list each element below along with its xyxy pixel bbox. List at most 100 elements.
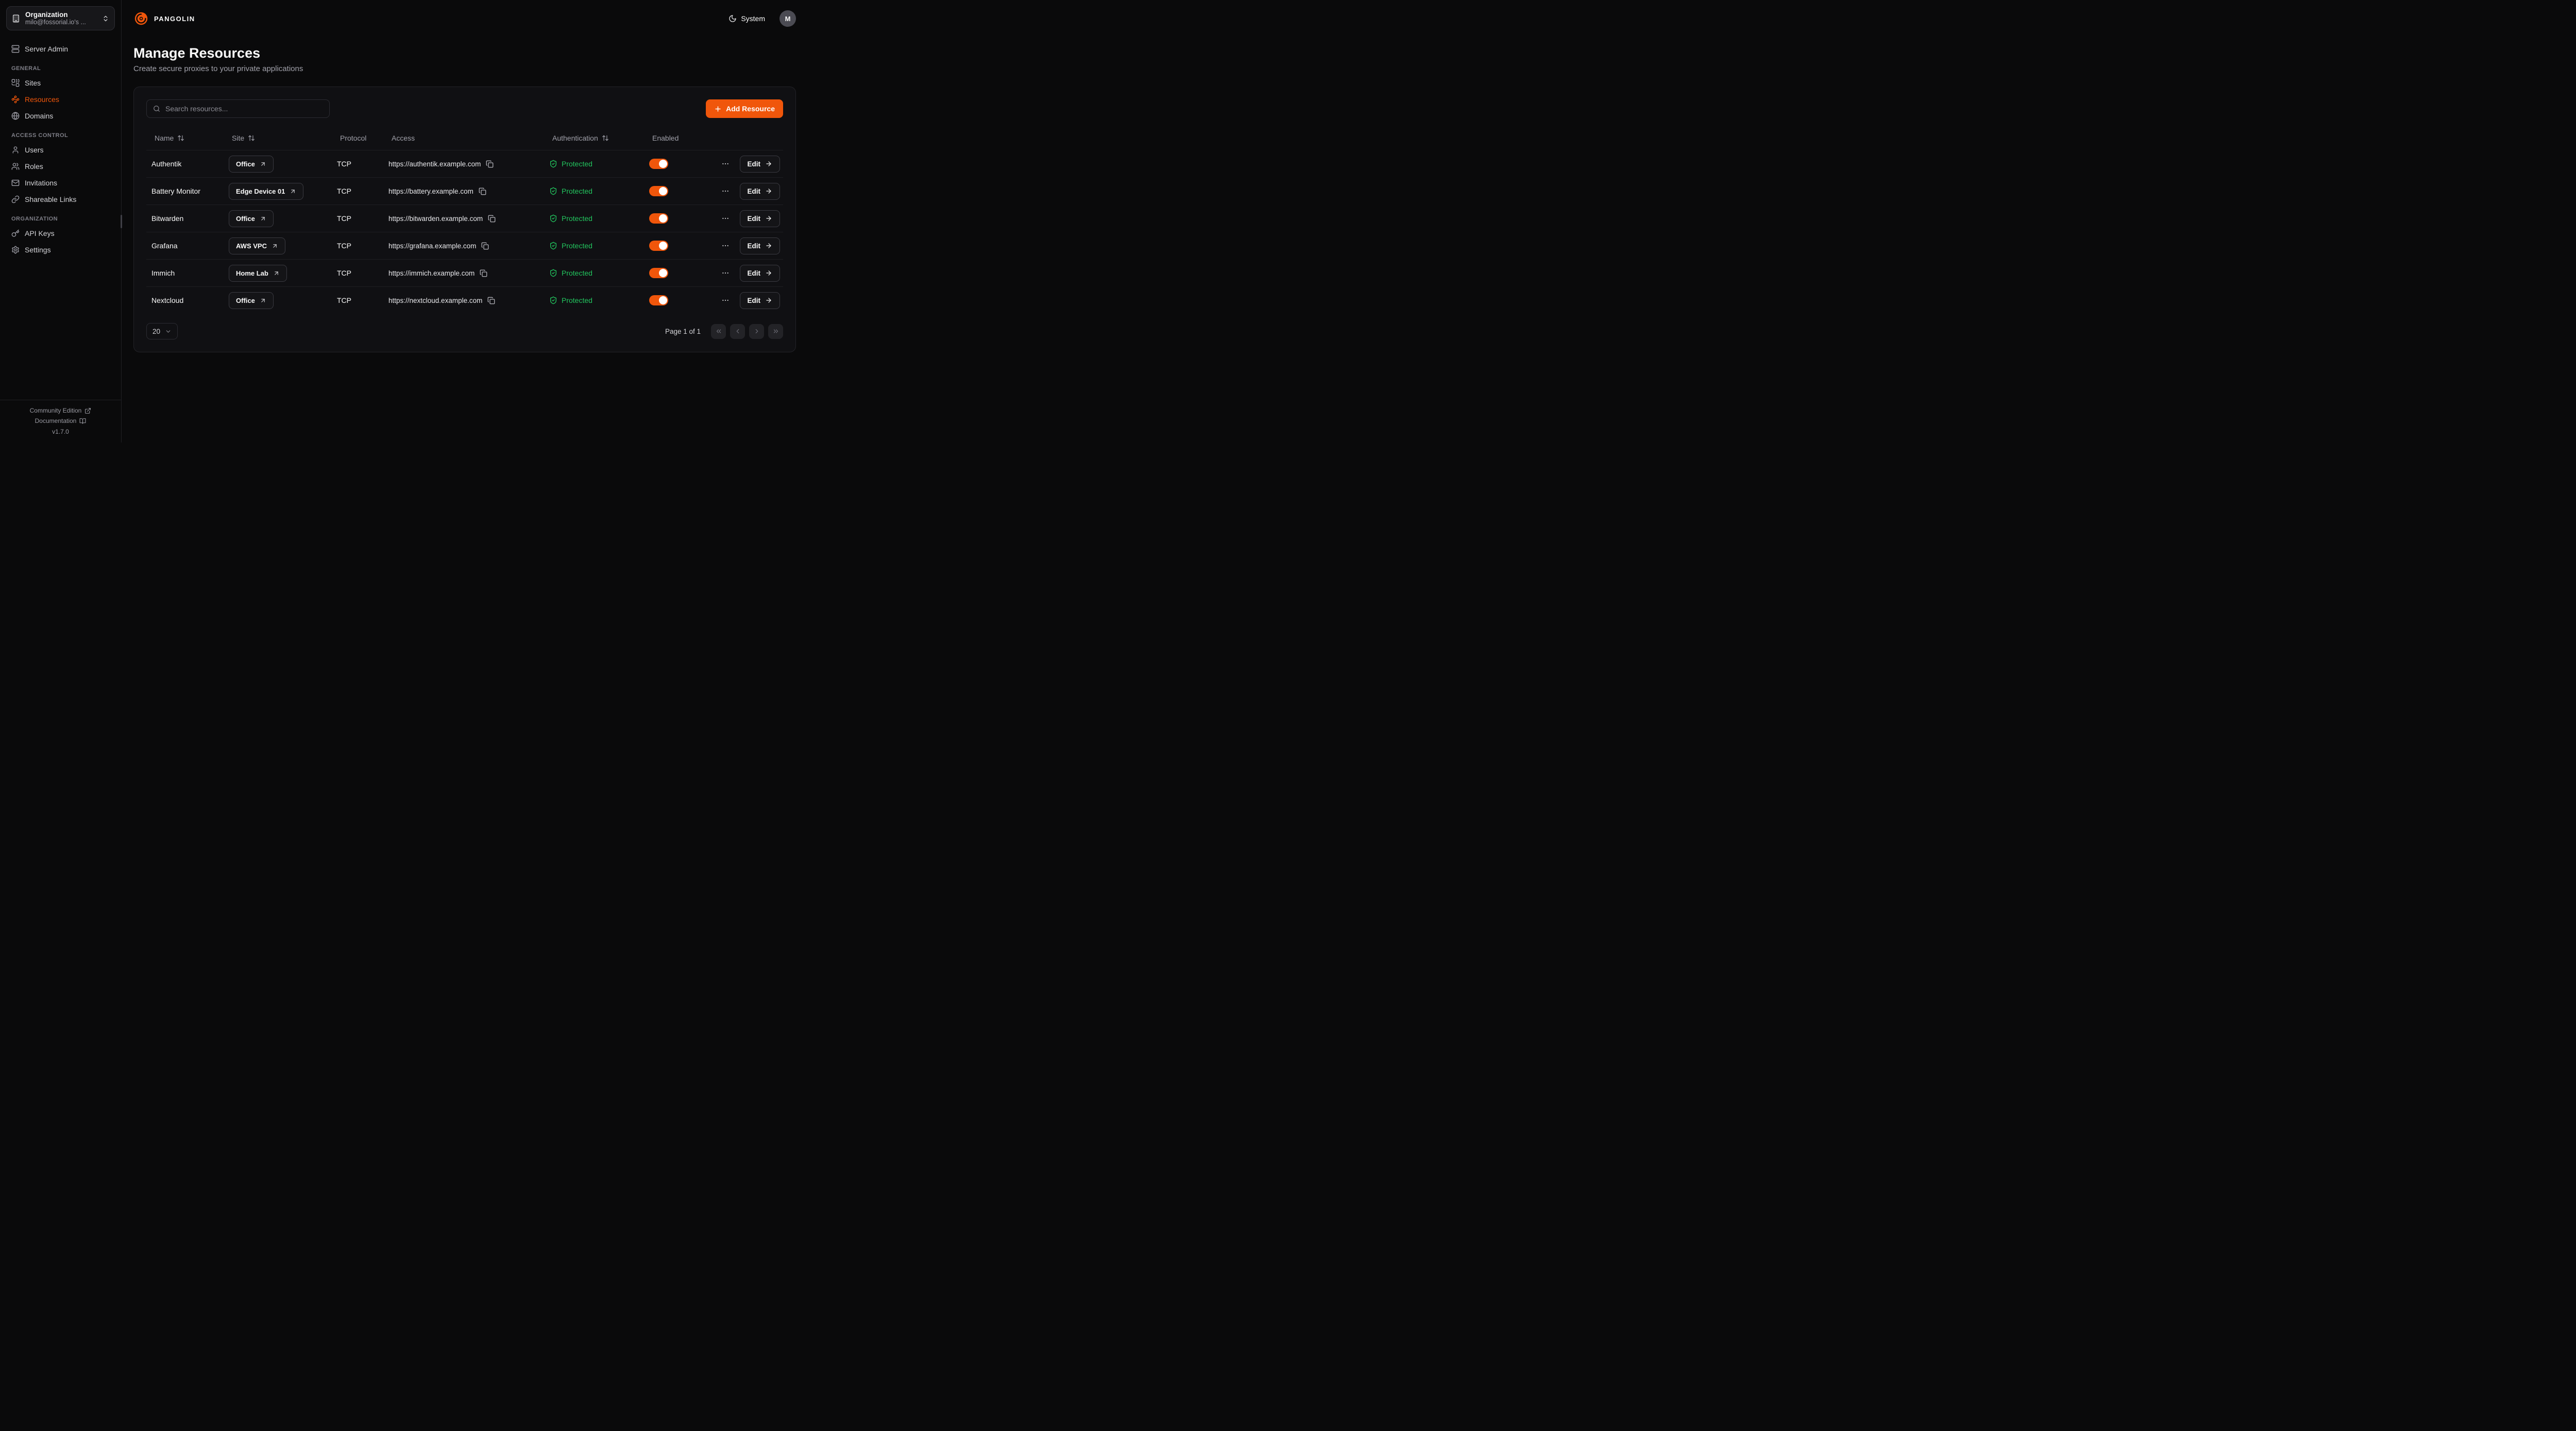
- sidebar-item-shareable-links[interactable]: Shareable Links: [6, 191, 115, 208]
- previous-page-button[interactable]: [730, 323, 745, 339]
- book-open-icon: [79, 418, 86, 424]
- copy-url-button[interactable]: [486, 296, 496, 305]
- site-cell: Home Lab: [224, 264, 332, 282]
- copy-url-button[interactable]: [478, 186, 487, 196]
- sort-icon: [248, 135, 255, 141]
- enabled-toggle[interactable]: [649, 295, 668, 305]
- sidebar-item-server-admin[interactable]: Server Admin: [6, 41, 115, 57]
- community-edition-link[interactable]: Community Edition: [0, 405, 121, 416]
- sidebar-item-label: Users: [25, 146, 44, 154]
- chevrons-right-icon: [773, 329, 778, 333]
- sidebar-item-settings[interactable]: Settings: [6, 242, 115, 258]
- enabled-toggle[interactable]: [649, 213, 668, 224]
- page-size-select[interactable]: 20: [146, 323, 178, 339]
- add-resource-button[interactable]: Add Resource: [706, 99, 783, 118]
- sidebar-item-label: Roles: [25, 162, 43, 171]
- row-menu-button[interactable]: [719, 158, 732, 170]
- edit-button[interactable]: Edit: [739, 210, 780, 227]
- site-link-button[interactable]: Home Lab: [229, 264, 287, 282]
- row-menu-button[interactable]: [719, 212, 732, 225]
- sidebar-item-domains[interactable]: Domains: [6, 108, 115, 124]
- chevron-right-icon: [755, 329, 758, 334]
- avatar[interactable]: M: [779, 10, 796, 27]
- copy-url-button[interactable]: [485, 159, 495, 169]
- sidebar-item-label: Resources: [25, 95, 59, 104]
- site-link-button[interactable]: Office: [229, 292, 274, 309]
- resource-name-cell: Nextcloud: [146, 296, 224, 304]
- moon-icon: [729, 15, 736, 22]
- table-row: Nextcloud Office TCP https://nextcloud.e…: [146, 286, 783, 314]
- ellipsis-icon: [722, 299, 728, 301]
- sidebar-item-invitations[interactable]: Invitations: [6, 175, 115, 191]
- authentication-status: Protected: [562, 296, 592, 304]
- protocol-value: TCP: [337, 160, 351, 168]
- enabled-toggle[interactable]: [649, 241, 668, 251]
- arrow-right-icon: [766, 298, 771, 303]
- ellipsis-icon: [722, 217, 728, 219]
- edit-button[interactable]: Edit: [739, 182, 780, 200]
- site-link-button[interactable]: Office: [229, 210, 274, 227]
- access-cell: https://authentik.example.com: [383, 159, 544, 169]
- arrow-right-icon: [766, 270, 771, 276]
- copy-icon: [480, 269, 487, 277]
- key-icon: [11, 229, 20, 237]
- actions-cell: Edit: [706, 292, 783, 309]
- shield-check-icon: [550, 242, 556, 250]
- sidebar-resize-handle[interactable]: [121, 214, 122, 228]
- site-cell: Office: [224, 155, 332, 173]
- sidebar-item-resources[interactable]: Resources: [6, 91, 115, 108]
- row-menu-button[interactable]: [719, 294, 732, 306]
- last-page-button[interactable]: [768, 323, 783, 339]
- org-subtitle: milo@fossorial.io's ...: [25, 19, 86, 26]
- search-input[interactable]: [164, 104, 323, 113]
- edit-button[interactable]: Edit: [739, 264, 780, 282]
- org-selector[interactable]: Organization milo@fossorial.io's ...: [6, 6, 115, 30]
- edit-button[interactable]: Edit: [739, 292, 780, 309]
- authentication-status: Protected: [562, 269, 592, 277]
- documentation-link[interactable]: Documentation: [0, 416, 121, 426]
- copy-url-button[interactable]: [480, 241, 490, 251]
- table-body: Authentik Office TCP https://authentik.e…: [146, 150, 783, 314]
- copy-url-button[interactable]: [487, 214, 497, 224]
- enabled-toggle[interactable]: [649, 186, 668, 196]
- row-menu-button[interactable]: [719, 240, 732, 252]
- first-page-button[interactable]: [711, 323, 726, 339]
- table-row: Battery Monitor Edge Device 01 TCP https…: [146, 177, 783, 205]
- authentication-status: Protected: [562, 214, 592, 223]
- chevron-left-icon: [736, 329, 739, 334]
- protocol-value: TCP: [337, 296, 351, 304]
- theme-toggle-button[interactable]: System: [725, 14, 768, 23]
- edit-button[interactable]: Edit: [739, 237, 780, 254]
- sidebar-item-users[interactable]: Users: [6, 142, 115, 158]
- column-header-authentication[interactable]: Authentication: [544, 134, 644, 142]
- site-link-button[interactable]: Office: [229, 155, 274, 173]
- access-cell: https://grafana.example.com: [383, 241, 544, 251]
- site-link-button[interactable]: AWS VPC: [229, 237, 285, 254]
- enabled-toggle[interactable]: [649, 159, 668, 169]
- sidebar-item-api-keys[interactable]: API Keys: [6, 225, 115, 242]
- authentication-cell: Protected: [544, 214, 644, 223]
- next-page-button[interactable]: [749, 323, 764, 339]
- ellipsis-icon: [722, 163, 728, 165]
- sidebar-item-label: API Keys: [25, 229, 55, 237]
- link-icon: [11, 195, 20, 203]
- access-url: https://nextcloud.example.com: [388, 296, 483, 304]
- column-header-enabled: Enabled: [652, 134, 679, 142]
- card-toolbar: Add Resource: [146, 99, 783, 118]
- site-link-button[interactable]: Edge Device 01: [229, 182, 304, 200]
- row-menu-button[interactable]: [719, 267, 732, 279]
- column-header-name[interactable]: Name: [146, 134, 224, 142]
- sidebar-section-organization: ORGANIZATION: [11, 216, 58, 222]
- sidebar-item-sites[interactable]: Sites: [6, 75, 115, 91]
- row-menu-button[interactable]: [719, 185, 732, 197]
- sidebar-item-roles[interactable]: Roles: [6, 158, 115, 175]
- pagination: Page 1 of 1: [665, 323, 783, 339]
- column-header-site[interactable]: Site: [224, 134, 332, 142]
- edit-button[interactable]: Edit: [739, 155, 780, 173]
- protocol-cell: TCP: [332, 187, 383, 195]
- resource-name: Nextcloud: [151, 296, 184, 304]
- resource-name-cell: Authentik: [146, 160, 224, 168]
- enabled-toggle[interactable]: [649, 268, 668, 278]
- user-icon: [12, 146, 19, 154]
- copy-url-button[interactable]: [479, 268, 488, 278]
